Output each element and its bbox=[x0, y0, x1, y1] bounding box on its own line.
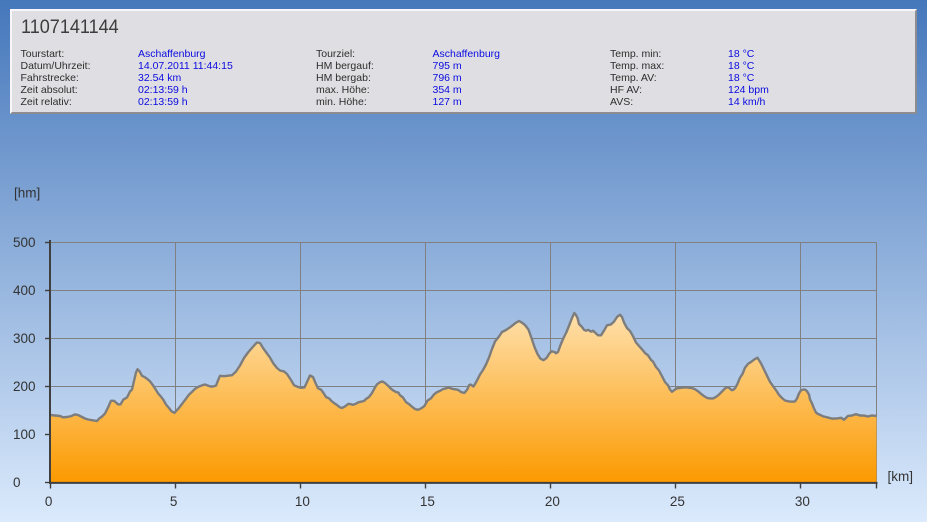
svg-text:0: 0 bbox=[13, 475, 21, 490]
svg-text:300: 300 bbox=[13, 331, 36, 346]
svg-text:400: 400 bbox=[13, 283, 36, 298]
svg-text:15: 15 bbox=[420, 494, 435, 509]
svg-text:5: 5 bbox=[170, 494, 178, 509]
svg-text:20: 20 bbox=[545, 494, 560, 509]
svg-text:[km]: [km] bbox=[888, 469, 914, 484]
svg-text:25: 25 bbox=[670, 494, 685, 509]
svg-text:0: 0 bbox=[45, 494, 53, 509]
svg-text:500: 500 bbox=[13, 235, 36, 250]
svg-text:30: 30 bbox=[795, 494, 810, 509]
svg-text:[hm]: [hm] bbox=[14, 186, 40, 201]
svg-text:100: 100 bbox=[13, 427, 36, 442]
svg-text:10: 10 bbox=[295, 494, 310, 509]
svg-text:200: 200 bbox=[13, 379, 36, 394]
